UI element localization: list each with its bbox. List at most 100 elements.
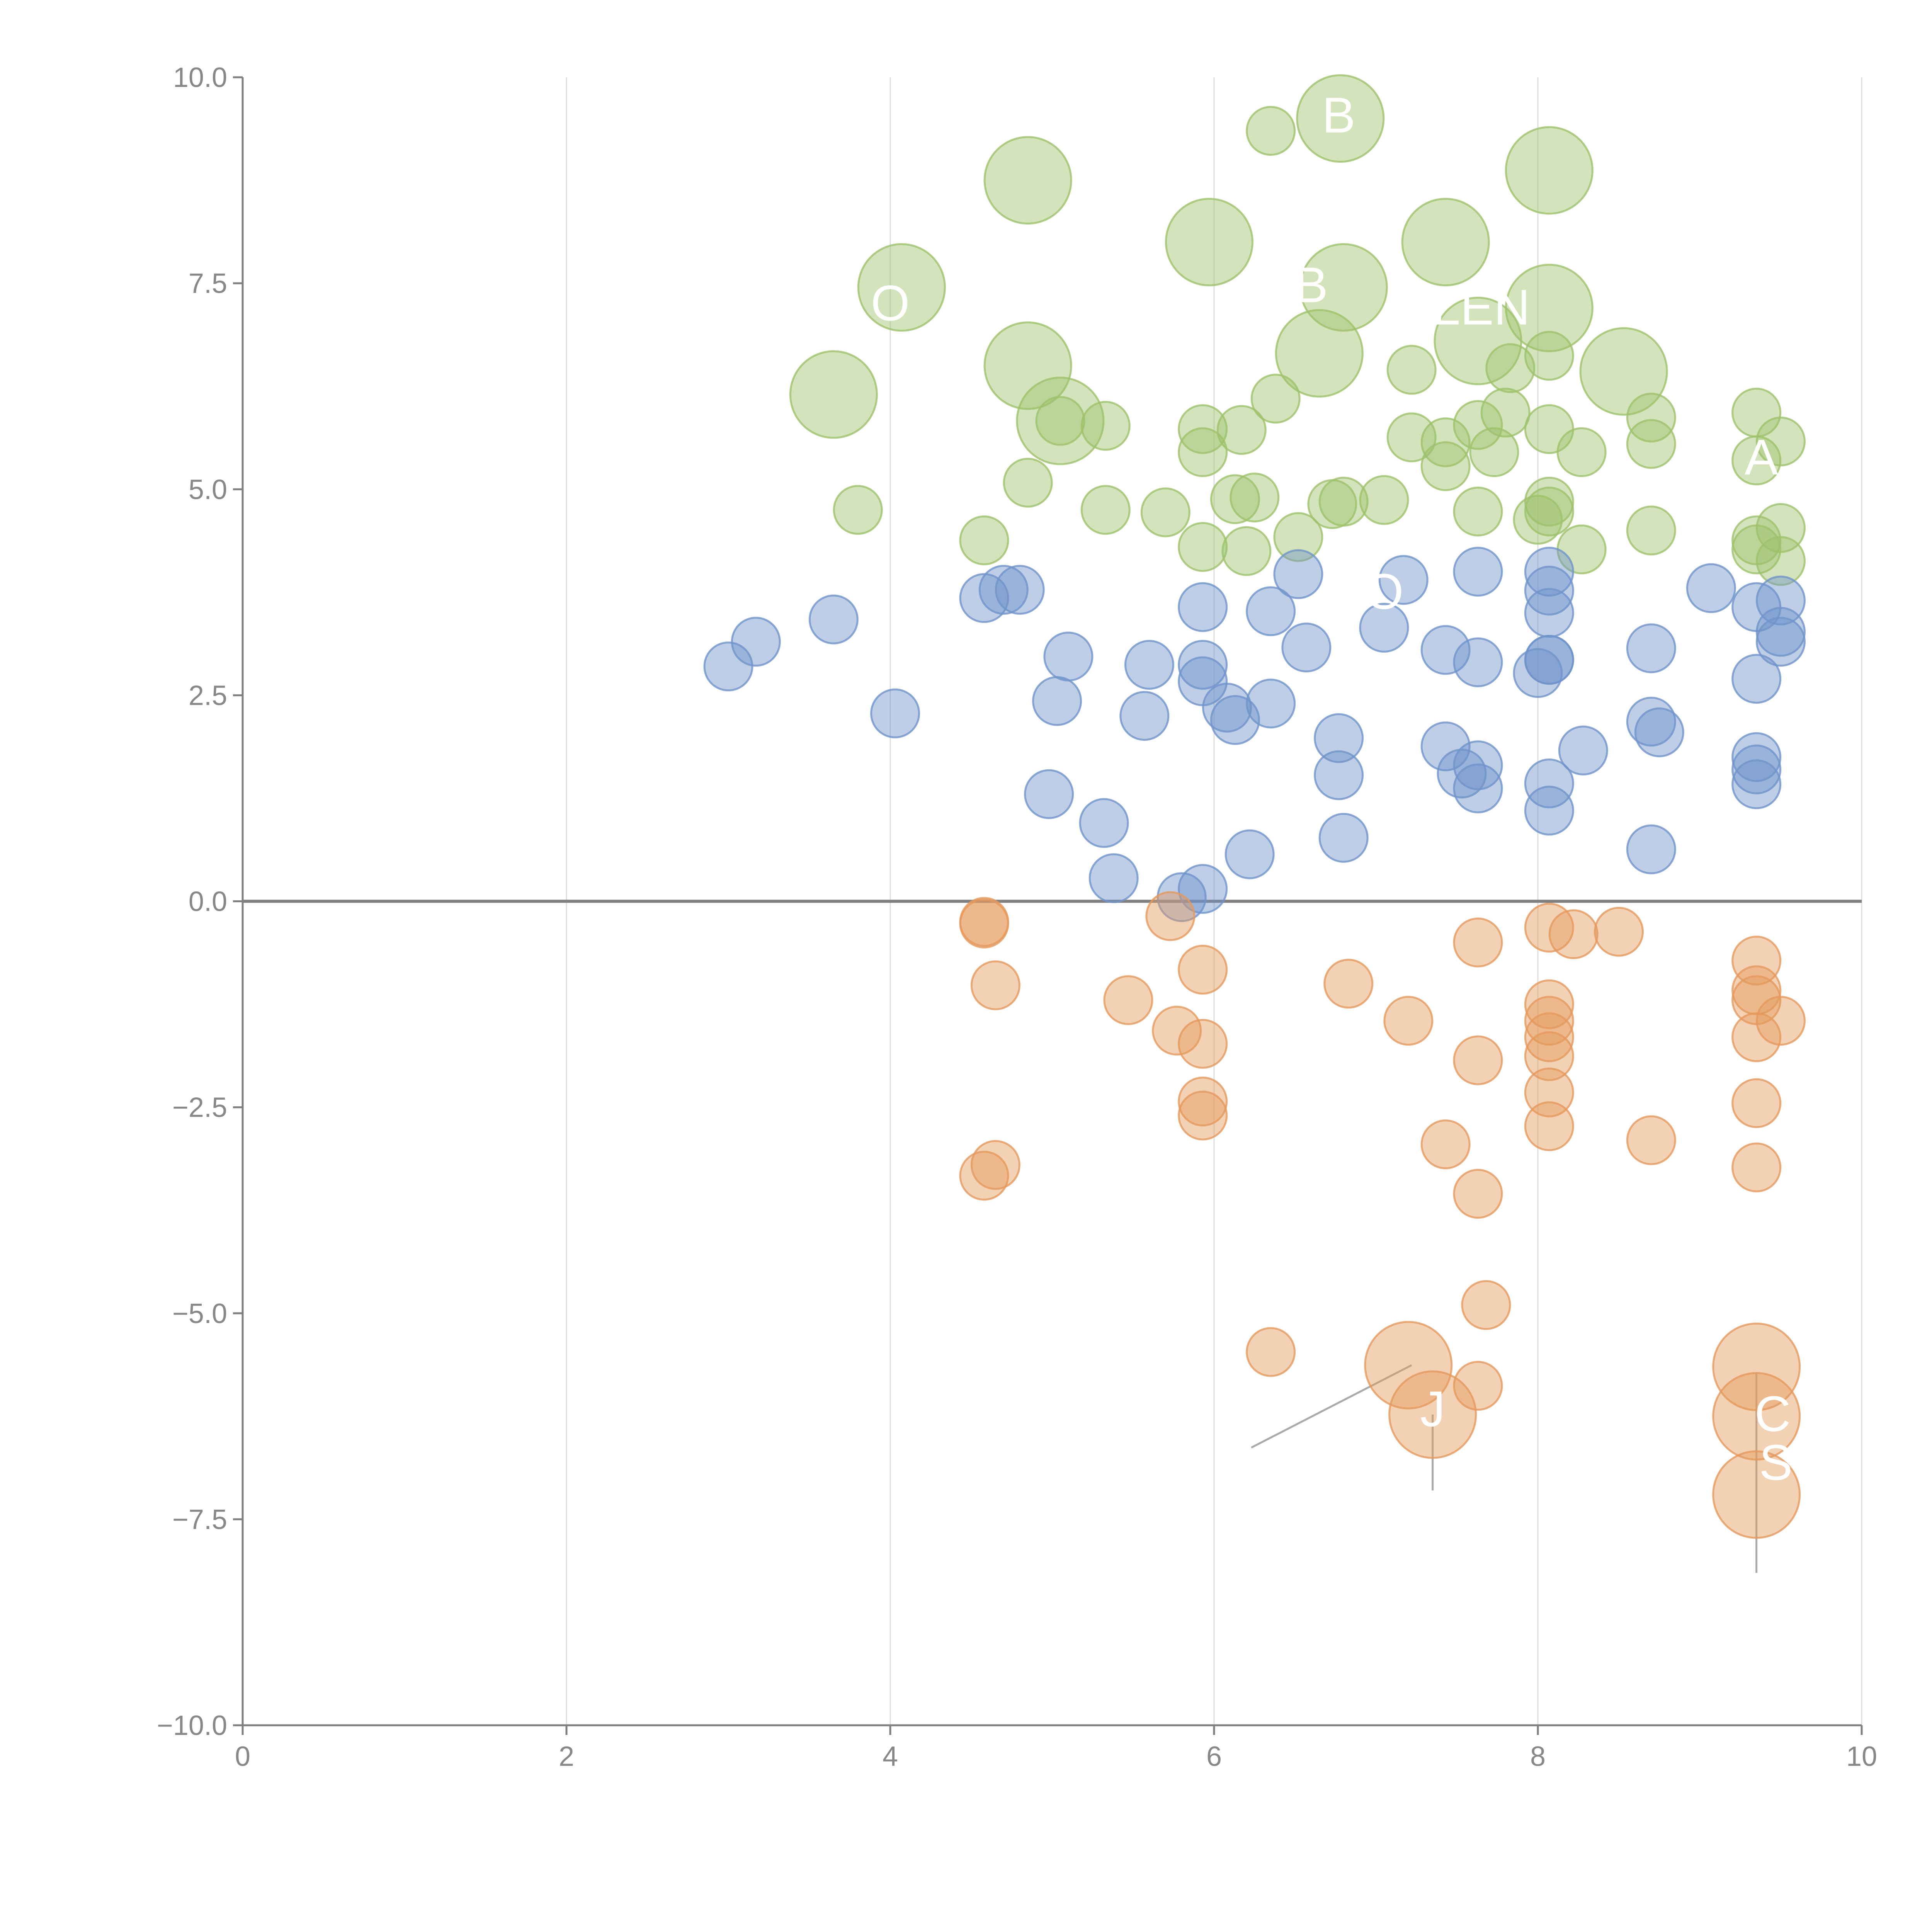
orange-point-37	[1756, 996, 1806, 1046]
green-point-30	[1556, 427, 1607, 477]
green-point-37	[1003, 457, 1053, 508]
orange-point-5	[1103, 975, 1153, 1025]
orange-point-13	[1323, 959, 1374, 1009]
blue-point-7	[1043, 631, 1094, 682]
green-point-35	[1731, 435, 1782, 486]
orange-point-41	[1712, 1372, 1801, 1461]
orange-point-21	[1524, 903, 1574, 953]
orange-point-42	[1712, 1450, 1801, 1539]
blue-point-26	[1314, 713, 1364, 763]
point-labels: J CS B B LEN A O O	[871, 87, 1793, 1491]
orange-point-34	[1731, 1012, 1782, 1062]
green-point-40	[1140, 487, 1190, 537]
blue-point-2	[808, 594, 859, 645]
y-tick-label: 5.0	[189, 474, 227, 505]
blue-point-56	[1731, 759, 1782, 810]
blue-point-47	[1626, 623, 1676, 673]
y-tick-label: 2.5	[189, 680, 227, 711]
green-point-32	[1626, 419, 1676, 469]
orange-point-35	[1731, 1078, 1782, 1128]
blue-point-32	[1420, 721, 1471, 772]
blue-point-28	[1318, 813, 1369, 863]
blue-point-1	[731, 617, 781, 667]
blue-point-44	[1524, 759, 1574, 809]
blue-point-33	[1437, 748, 1487, 799]
orange-point-9	[1178, 1019, 1228, 1069]
orange-point-38	[1364, 1321, 1453, 1410]
x-tick-label: 8	[1530, 1741, 1546, 1772]
blue-point-45	[1524, 786, 1574, 836]
orange-point-6	[1145, 891, 1196, 941]
blue-point-3	[870, 688, 920, 738]
blue-point-14	[1178, 582, 1228, 632]
green-point-21	[1485, 343, 1536, 393]
green-point-55	[1273, 512, 1323, 562]
point-label-4: B	[1294, 257, 1328, 313]
green-point-16	[1080, 401, 1131, 451]
point-label-3: B	[1322, 87, 1355, 143]
blue-point-35	[1453, 763, 1503, 813]
green-point-5	[1401, 198, 1490, 286]
green-point-9	[1434, 296, 1522, 385]
blue-point-13	[1124, 639, 1174, 690]
orange-point-12	[1246, 1327, 1296, 1377]
green-point-39	[1080, 485, 1131, 535]
green-point-51	[1626, 505, 1676, 556]
blue-point-58	[1756, 607, 1806, 657]
blue-point-25	[1281, 622, 1332, 673]
leader-lines	[1251, 1364, 1758, 1573]
green-point-58	[1731, 524, 1782, 575]
orange-point-18	[1453, 1169, 1503, 1219]
blue-point-15	[1178, 639, 1228, 690]
green-point-54	[1221, 526, 1272, 576]
green-point-36	[1178, 427, 1228, 477]
green-point-23	[1480, 388, 1531, 438]
blue-point-59	[1756, 617, 1806, 667]
orange-point-40	[1712, 1322, 1801, 1411]
blue-point-0	[703, 641, 753, 692]
green-point-10	[983, 321, 1072, 410]
orange-point-28	[1548, 909, 1599, 959]
orange-point-4	[970, 1140, 1020, 1190]
blue-point-37	[1453, 637, 1503, 687]
y-tick-label: −10.0	[157, 1710, 227, 1741]
green-point-46	[1453, 486, 1503, 537]
orange-point-1	[959, 897, 1009, 947]
y-tick-label: 7.5	[189, 268, 227, 299]
green-point-1	[1296, 74, 1385, 163]
blue-point-5	[978, 565, 1029, 615]
green-point-38	[833, 485, 883, 535]
blue-point-55	[1731, 744, 1782, 794]
green-point-27	[1386, 412, 1437, 463]
blue-point-43	[1513, 648, 1563, 698]
y-tick-label: −2.5	[172, 1092, 227, 1123]
green-point-41	[1210, 474, 1260, 524]
green-point-53	[1178, 522, 1228, 572]
green-point-3	[1505, 126, 1594, 215]
blue-point-29	[1359, 603, 1409, 653]
blue-point-31	[1420, 625, 1471, 675]
y-tick-label: 0.0	[189, 886, 227, 917]
blue-point-30	[1378, 555, 1429, 605]
orange-point-16	[1453, 917, 1503, 968]
y-axis-ticks: 10.0 7.5 5.0 2.5 0.0 −2.5 −5.0 −7.5 −10.0	[157, 62, 243, 1741]
blue-point-48	[1626, 697, 1676, 747]
green-point-31	[1626, 393, 1676, 443]
blue-point-40	[1524, 588, 1574, 638]
orange-point-19	[1461, 1280, 1511, 1330]
green-point-49	[1513, 495, 1563, 545]
green-point-45	[1359, 475, 1409, 525]
point-label-8: O	[1364, 563, 1403, 619]
y-tick-label: −5.0	[172, 1298, 227, 1329]
orange-point-7	[1152, 1005, 1202, 1056]
point-label-2: S	[1759, 1434, 1793, 1491]
x-tick-label: 0	[235, 1741, 250, 1772]
orange-point-8	[1178, 944, 1228, 995]
blue-point-51	[1686, 563, 1736, 613]
x-tick-label: 10	[1846, 1741, 1877, 1772]
orange-point-17	[1453, 1035, 1503, 1085]
blue-point-36	[1453, 547, 1503, 597]
green-point-52	[959, 515, 1009, 565]
blue-point-20	[1246, 679, 1296, 729]
